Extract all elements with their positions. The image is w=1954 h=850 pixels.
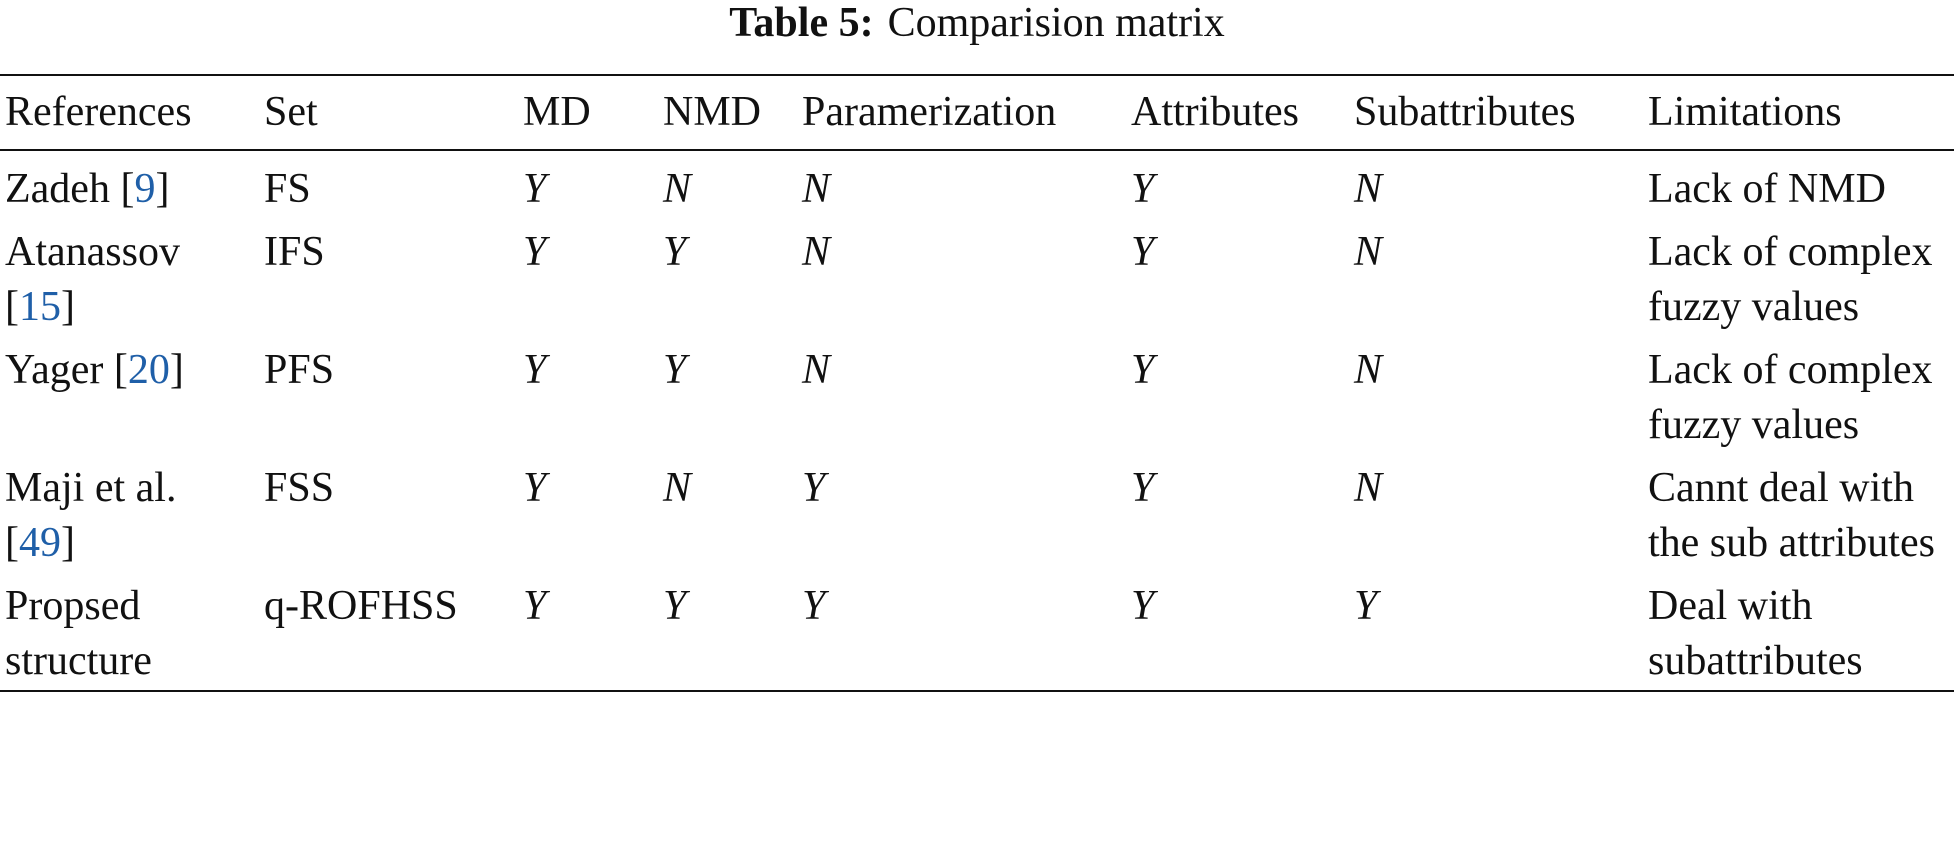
citation-link[interactable]: 20 [127,347,170,393]
header-cell: NMD [663,89,762,135]
reference-cell: Zadeh [9] [0,150,259,218]
table-cell: Y [523,229,547,275]
reference-text: Yager [ [5,347,128,393]
table-row: Atanassov [15] IFS Y Y N Y N Lack of complex fu… [0,218,1954,336]
header-cell: Set [264,89,318,135]
reference-text: Zadeh [ [5,166,135,212]
table-cell: Lack of complex fuzzy values [1648,347,1933,448]
table-body: Zadeh [9] FS Y N N Y N Lack of NMD Atanassov [15… [0,150,1954,691]
table-cell: Y [802,465,826,511]
table-cell: N [802,347,831,393]
table-cell: FS [264,166,311,212]
table-cell: Deal with subattributes [1648,583,1863,684]
reference-cell: Yager [20] [0,336,259,454]
citation-link[interactable]: 15 [19,284,61,330]
table-cell: Y [1131,166,1155,212]
table-cell: Lack of NMD [1648,166,1886,212]
table-cell: Y [1131,465,1155,511]
table-cell: N [802,166,831,212]
table-cell: IFS [264,229,325,275]
caption-label: Table 5: [729,0,874,46]
comparison-table: References Set MD NMD Paramerization Attribut… [0,74,1954,692]
table-cell: N [663,166,692,212]
table-cell: Y [663,583,687,629]
table-cell: Y [523,583,547,629]
header-cell: Subattributes [1354,89,1576,135]
table-cell: FSS [264,465,335,511]
table-cell: PFS [264,347,335,393]
reference-cell: Maji et al. [49] [0,454,259,572]
table-cell: N [1354,465,1383,511]
table-cell: Cannt deal with the sub attributes [1648,465,1935,566]
table-cell: Y [523,166,547,212]
caption-title: Comparision matrix [887,0,1225,46]
table-cell: Y [1131,583,1155,629]
table-cell: N [1354,229,1383,275]
table-row: Propsed structure q-ROFHSS Y Y Y Y Y Deal with … [0,572,1954,691]
header-row: References Set MD NMD Paramerization Attribut… [0,75,1954,150]
header-cell: Attributes [1131,89,1299,135]
header-cell: Paramerization [802,89,1057,135]
table-cell: Y [1131,347,1155,393]
table-row: Yager [20] PFS Y Y N Y N Lack of complex fuzzy … [0,336,1954,454]
table-cell: Lack of complex fuzzy values [1648,229,1933,330]
reference-text: Atanassov [ [5,229,180,330]
header-cell: Limitations [1648,89,1842,135]
reference-text: ] [61,284,75,330]
table-cell: Y [663,347,687,393]
table-cell: q-ROFHSS [264,583,458,629]
table-row: Maji et al. [49] FSS Y N Y Y N Cannt deal with … [0,454,1954,572]
table-cell: N [1354,347,1383,393]
reference-text: ] [61,520,75,566]
reference-cell: Propsed structure [0,572,259,691]
table-cell: Y [663,229,687,275]
table-cell: N [802,229,831,275]
table-cell: Y [523,465,547,511]
citation-link[interactable]: 49 [19,520,61,566]
table-caption: Table 5: Comparision matrix [0,0,1954,46]
header-cell: References [5,89,192,135]
reference-text: Propsed structure [5,583,152,684]
reference-text: ] [155,166,170,212]
table-cell: Y [1131,229,1155,275]
table-cell: N [663,465,692,511]
citation-link[interactable]: 9 [134,166,156,212]
table-cell: Y [802,583,826,629]
table-cell: Y [1354,583,1378,629]
table-cell: N [1354,166,1383,212]
reference-text: Maji et al. [ [5,465,177,566]
header-cell: MD [523,89,591,135]
table-head: References Set MD NMD Paramerization Attribut… [0,75,1954,150]
table-cell: Y [523,347,547,393]
reference-text: ] [169,347,184,393]
reference-cell: Atanassov [15] [0,218,259,336]
table-row: Zadeh [9] FS Y N N Y N Lack of NMD [0,150,1954,218]
